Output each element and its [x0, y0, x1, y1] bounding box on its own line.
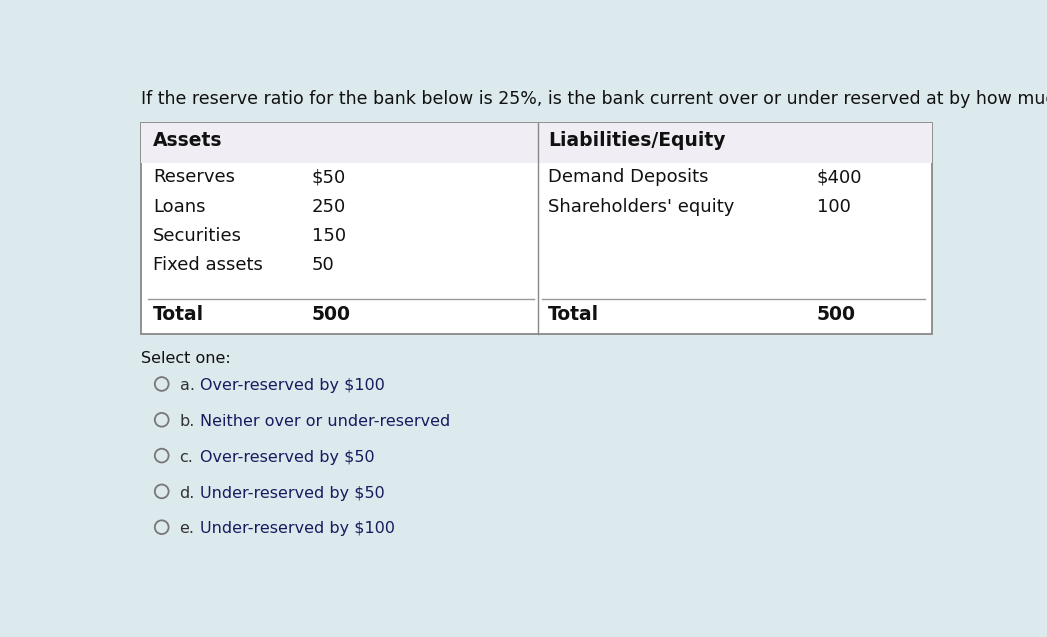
Text: 500: 500 [817, 306, 855, 324]
Text: 500: 500 [312, 306, 351, 324]
FancyBboxPatch shape [141, 123, 932, 334]
Text: Neither over or under-reserved: Neither over or under-reserved [200, 414, 450, 429]
Text: If the reserve ratio for the bank below is 25%, is the bank current over or unde: If the reserve ratio for the bank below … [141, 90, 1047, 108]
Text: Under-reserved by $50: Under-reserved by $50 [200, 485, 384, 501]
Text: Total: Total [548, 306, 599, 324]
Text: Over-reserved by $100: Over-reserved by $100 [200, 378, 384, 393]
Text: 50: 50 [312, 257, 335, 275]
Text: Total: Total [153, 306, 204, 324]
Text: 250: 250 [312, 197, 347, 215]
Text: c.: c. [180, 450, 194, 465]
Text: $50: $50 [312, 168, 347, 186]
Text: Liabilities/Equity: Liabilities/Equity [548, 131, 726, 150]
Text: Shareholders' equity: Shareholders' equity [548, 197, 734, 215]
Text: Under-reserved by $100: Under-reserved by $100 [200, 521, 395, 536]
Text: Securities: Securities [153, 227, 242, 245]
Text: 150: 150 [312, 227, 346, 245]
Text: Reserves: Reserves [153, 168, 235, 186]
Text: e.: e. [180, 521, 195, 536]
Text: Assets: Assets [153, 131, 222, 150]
Text: Loans: Loans [153, 197, 205, 215]
FancyBboxPatch shape [141, 123, 932, 163]
Text: Over-reserved by $50: Over-reserved by $50 [200, 450, 375, 465]
Text: $400: $400 [817, 168, 862, 186]
Text: Demand Deposits: Demand Deposits [548, 168, 709, 186]
Text: b.: b. [180, 414, 195, 429]
Text: Select one:: Select one: [141, 351, 231, 366]
Text: d.: d. [180, 485, 195, 501]
Text: Fixed assets: Fixed assets [153, 257, 263, 275]
Text: 100: 100 [817, 197, 850, 215]
Text: a.: a. [180, 378, 195, 393]
